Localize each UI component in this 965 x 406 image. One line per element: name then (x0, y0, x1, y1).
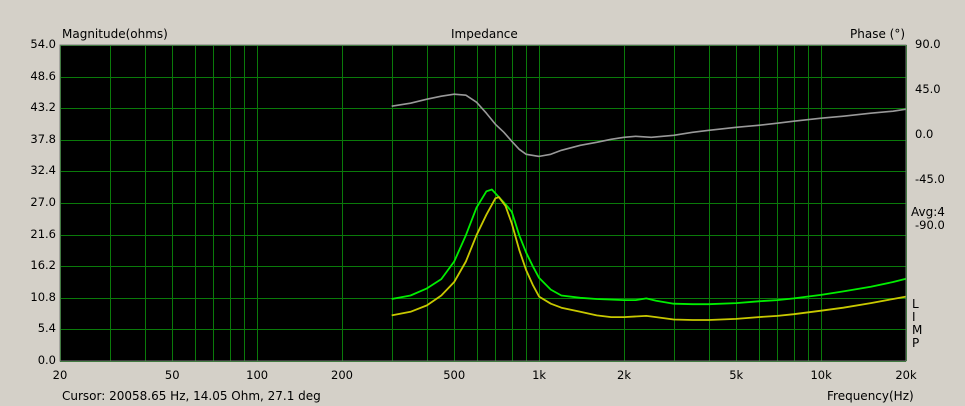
x-axis-label: Frequency(Hz) (827, 389, 914, 403)
y-right-axis-label: Phase (°) (850, 27, 906, 41)
y-left-axis-label: Magnitude(ohms) (62, 27, 168, 41)
y-left-tick-label: 43.2 (30, 100, 56, 115)
y-right-tick-label: 90.0 (915, 37, 941, 51)
legend-letter-l[interactable]: L (912, 297, 919, 311)
impedance-trace-yellow (391, 196, 907, 321)
x-tick-label: 5k (729, 368, 744, 382)
y-left-tick-label: 27.0 (30, 195, 56, 209)
x-tick-label: 100 (246, 368, 269, 382)
y-left-tick-label: 0.0 (37, 353, 56, 367)
x-tick-label: 20k (895, 368, 917, 382)
x-tick-label: 10k (810, 368, 832, 382)
avg-label: Avg:4 (911, 205, 945, 219)
x-tick-label: 20 (52, 368, 68, 382)
y-left-tick-label: 10.8 (30, 289, 56, 304)
y-right-tick-label: 45.0 (915, 82, 941, 97)
x-tick-label: 200 (331, 368, 353, 382)
y-left-tick-label: 48.6 (30, 68, 56, 83)
impedance-trace-green (391, 188, 907, 306)
y-left-tick-label: 32.4 (30, 163, 56, 178)
y-left-tick-label: 37.8 (30, 131, 56, 146)
plot-border (59, 44, 907, 362)
chart-title: Impedance (451, 27, 518, 41)
y-left-tick-label: 54.0 (30, 37, 56, 51)
y-right-tick-label: -90.0 (915, 217, 945, 232)
cursor-readout: Cursor: 20058.65 Hz, 14.05 Ohm, 27.1 deg (62, 389, 321, 403)
x-tick-label: 500 (443, 368, 466, 382)
y-left-tick-label: 5.4 (37, 321, 56, 336)
y-right-tick-label: 0.0 (915, 127, 934, 142)
y-left-tick-label: 16.2 (30, 258, 56, 273)
legend-letter-i[interactable]: I (912, 310, 916, 324)
phase-trace-gray (391, 93, 907, 158)
legend-letter-m[interactable]: M (912, 323, 923, 337)
y-right-tick-label: -45.0 (915, 172, 945, 187)
x-tick-label: 1k (532, 368, 547, 382)
x-tick-label: 2k (617, 368, 631, 382)
y-left-tick-label: 21.6 (30, 226, 56, 241)
x-tick-label: 50 (164, 368, 180, 382)
legend-letter-p[interactable]: P (912, 336, 920, 350)
